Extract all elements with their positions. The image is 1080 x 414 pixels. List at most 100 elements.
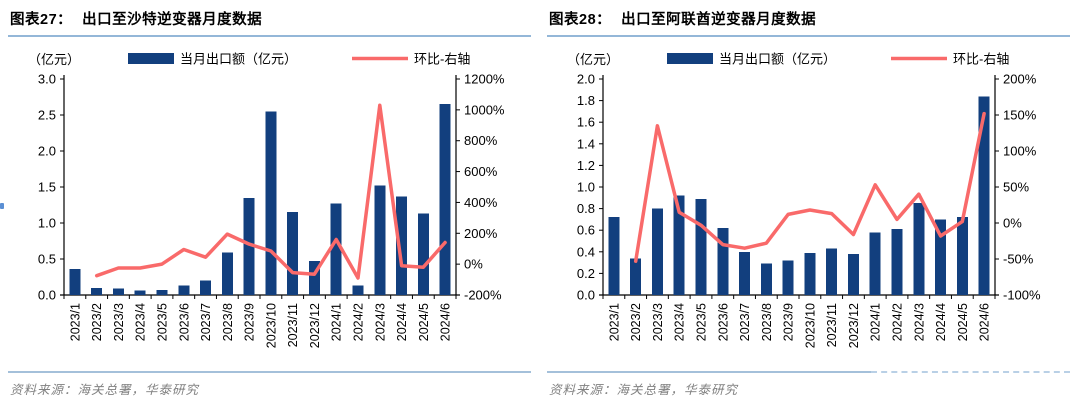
bar-series	[69, 104, 451, 296]
figure27-title: 图表27： 出口至沙特逆变器月度数据	[8, 6, 531, 37]
legend-line-label: 环比-右轴	[953, 52, 1009, 67]
bar	[826, 248, 838, 295]
x-axis-category-label: 2023/2	[629, 303, 643, 341]
right-axis-tick-label: 200%	[464, 226, 498, 241]
x-axis-category-label: 2023/8	[221, 303, 235, 341]
x-axis-category-label: 2023/11	[286, 303, 300, 347]
figure27-label: 图表27：	[10, 12, 73, 28]
x-axis-category-label: 2023/12	[308, 303, 322, 348]
x-axis-category-label: 2023/5	[695, 303, 709, 341]
footer-rule-solid	[547, 371, 872, 373]
x-axis-category-label: 2024/2	[352, 303, 366, 341]
x-axis-category-label: 2024/5	[417, 303, 431, 341]
bar	[156, 289, 168, 295]
x-axis-category-label: 2024/4	[934, 303, 948, 341]
chart-export-saudi: （亿元） 当月出口额（亿元） 环比-右轴 0.0 0.5 1.0 1.5 2.0 2.5 3.0 -…	[28, 52, 505, 349]
right-axis-tick-label: -200%	[464, 288, 502, 303]
bar	[739, 251, 751, 295]
left-axis-tick-label: 0.2	[577, 266, 595, 281]
x-axis-category-label: 2024/2	[891, 303, 905, 341]
bar	[782, 260, 794, 295]
bar	[200, 280, 212, 295]
bar	[91, 287, 103, 295]
x-axis-category-label: 2023/6	[177, 303, 191, 341]
bar	[608, 217, 620, 295]
left-axis-tick-label: 1.0	[577, 180, 595, 195]
figure27-source: 资料来源：海关总署，华泰研究	[10, 382, 200, 397]
figure28-label: 图表28：	[549, 12, 612, 28]
bar	[847, 253, 859, 295]
bar	[956, 217, 968, 295]
bar-series	[608, 96, 990, 295]
bar	[717, 228, 729, 295]
legend-line-label: 环比-右轴	[414, 52, 470, 67]
x-axis-category-label: 2023/11	[825, 303, 839, 347]
right-axis-tick-label: 0%	[464, 257, 483, 272]
x-axis-category-label: 2023/3	[651, 303, 665, 341]
legend-bar-label: 当月出口额（亿元）	[180, 52, 297, 67]
bar	[330, 203, 342, 295]
figure28-source: 资料来源：海关总署，华泰研究	[549, 382, 739, 397]
x-axis-category-label: 2024/1	[330, 303, 344, 341]
left-axis-tick-label: 0.5	[38, 252, 56, 267]
left-axis-unit-label: （亿元）	[567, 52, 619, 67]
x-axis-category-label: 2023/6	[716, 303, 730, 341]
x-axis-category-label: 2023/9	[243, 303, 257, 341]
left-axis-tick-label: 2.0	[38, 144, 56, 159]
x-axis-category-label: 2024/3	[373, 303, 387, 341]
bar	[243, 197, 255, 295]
bar	[396, 196, 408, 295]
bar	[804, 252, 816, 295]
bar	[978, 96, 990, 295]
x-axis-category-label: 2023/4	[673, 303, 687, 341]
bar	[760, 263, 772, 295]
x-axis-category-label: 2023/3	[112, 303, 126, 341]
figure27-footer-rule	[8, 371, 531, 373]
bar	[221, 252, 233, 295]
right-axis-tick-label: 150%	[1003, 108, 1037, 123]
left-axis-tick-label: 1.2	[577, 158, 595, 173]
left-axis-unit-label: （亿元）	[28, 52, 80, 67]
bar	[417, 213, 429, 295]
bar	[374, 185, 386, 295]
bar	[913, 203, 925, 295]
x-axis-category-label: 2023/4	[134, 303, 148, 341]
bar	[287, 212, 299, 295]
figure28-title: 图表28： 出口至阿联酋逆变器月度数据	[547, 6, 1070, 37]
x-axis-category-label: 2023/8	[760, 303, 774, 341]
left-axis-tick-label: 0.0	[38, 288, 56, 303]
legend-bar-label: 当月出口额（亿元）	[719, 52, 836, 67]
x-axis-category-label: 2023/10	[803, 303, 817, 348]
figure-panel-27: 图表27： 出口至沙特逆变器月度数据 （亿元） 当月出口额（亿元） 环比-右轴 0.0…	[8, 6, 531, 414]
x-axis-category-label: 2023/1	[68, 303, 82, 341]
bar	[69, 269, 81, 295]
left-axis-tick-label: 2.5	[38, 108, 56, 123]
x-axis-category-label: 2024/3	[912, 303, 926, 341]
figure28-title-text: 出口至阿联酋逆变器月度数据	[621, 12, 817, 28]
bar	[112, 288, 124, 295]
x-axis-category-label: 2023/12	[847, 303, 861, 348]
bar	[352, 285, 364, 295]
left-axis-tick-label: 0.4	[577, 244, 595, 259]
left-axis-tick-label: 1.0	[38, 216, 56, 231]
x-axis-category-label: 2023/9	[782, 303, 796, 341]
left-axis-tick-label: 2.0	[577, 72, 595, 87]
legend-bar-swatch	[128, 53, 174, 64]
footer-rule-dashed	[871, 371, 1070, 373]
x-axis-category-label: 2024/6	[978, 303, 992, 341]
x-axis-category-label: 2024/4	[395, 303, 409, 341]
chart-export-uae: （亿元） 当月出口额（亿元） 环比-右轴 0.0 0.2 0.4 0.6 0.8 1.0 1.2 1…	[567, 52, 1041, 349]
right-axis-tick-label: 200%	[1003, 72, 1037, 87]
x-axis-category-label: 2023/7	[199, 303, 213, 341]
x-axis-category-label: 2023/5	[156, 303, 170, 341]
page-edge-artifact	[0, 203, 4, 209]
figure-panel-28: 图表28： 出口至阿联酋逆变器月度数据 （亿元） 当月出口额（亿元） 环比-右轴 0.…	[547, 6, 1070, 414]
bar	[308, 261, 320, 295]
right-axis-tick-label: 0%	[1003, 216, 1022, 231]
bar	[869, 232, 881, 295]
x-axis-category-label: 2024/1	[869, 303, 883, 341]
bar	[891, 229, 903, 295]
left-axis-tick-label: 1.5	[38, 180, 56, 195]
bar	[265, 111, 277, 296]
